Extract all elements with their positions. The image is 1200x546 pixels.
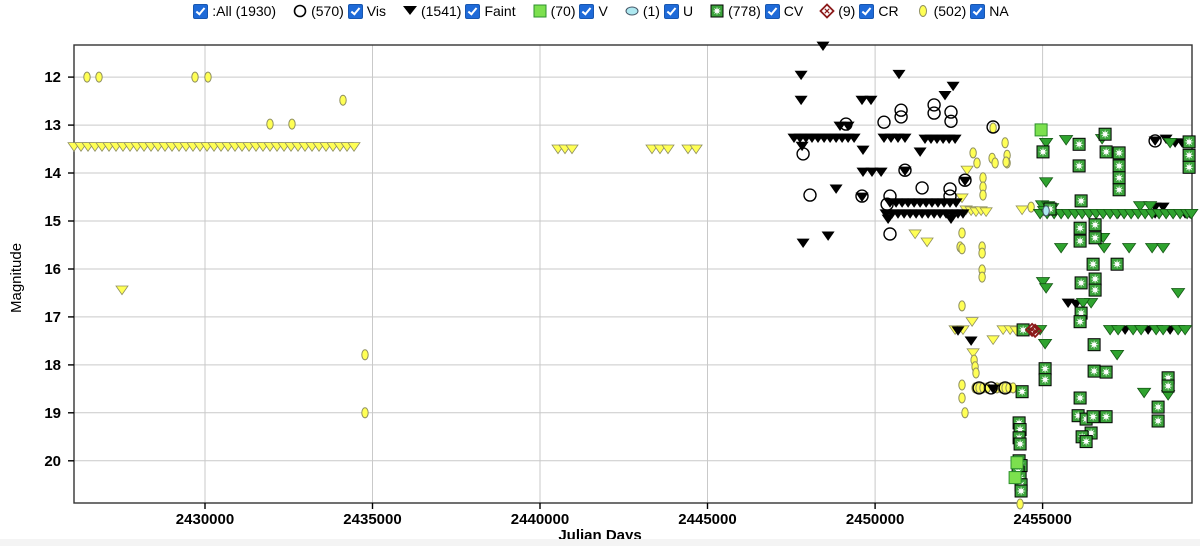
legend-count-v: (70): [550, 3, 576, 19]
svg-text:2440000: 2440000: [511, 511, 569, 528]
svg-text:12: 12: [44, 69, 61, 86]
svg-text:15: 15: [44, 213, 61, 230]
na-symbol-icon: [914, 3, 932, 19]
legend-count-u: (1): [642, 3, 660, 19]
legend-checkbox-v[interactable]: [579, 3, 595, 19]
series-CV: [1011, 127, 1196, 498]
legend-count-vis: (570): [311, 3, 344, 19]
legend-bar: :All (1930) (570) Vis (1541) Faint (70) V (1) U(…: [0, 3, 1200, 19]
legend-item-faint: (1541) Faint: [401, 3, 516, 19]
legend-count-cr: (9): [838, 3, 856, 19]
legend-item-na: (502) NA: [914, 3, 1009, 19]
legend-label-all: :All (1930): [212, 3, 277, 19]
cv-symbol-icon: [708, 3, 726, 19]
legend-label-cr: CR: [878, 3, 899, 19]
legend-label-u: U: [682, 3, 694, 19]
legend-checkbox-faint[interactable]: [465, 3, 481, 19]
legend-count-na: (502): [933, 3, 967, 19]
series-NA: [83, 71, 1035, 510]
svg-text:2445000: 2445000: [678, 511, 736, 528]
faint-symbol-icon: [401, 3, 419, 19]
legend-checkbox-cv[interactable]: [764, 3, 780, 19]
legend-count-faint: (1541): [420, 3, 462, 19]
legend-checkbox-cr[interactable]: [859, 3, 875, 19]
legend-label-faint: Faint: [484, 3, 516, 19]
svg-text:16: 16: [44, 261, 61, 278]
svg-text:17: 17: [44, 309, 61, 326]
svg-text:14: 14: [44, 165, 61, 182]
svg-text:2430000: 2430000: [176, 511, 234, 528]
svg-text:18: 18: [44, 357, 61, 374]
svg-text:13: 13: [44, 117, 61, 134]
svg-text:2455000: 2455000: [1013, 511, 1071, 528]
legend-checkbox-u[interactable]: [663, 3, 679, 19]
legend-checkbox-all[interactable]: [193, 3, 209, 19]
legend-item-all: :All (1930): [191, 3, 276, 19]
legend-checkbox-vis[interactable]: [347, 3, 363, 19]
legend-count-cv: (778): [728, 3, 761, 19]
legend-item-cv: (778) CV: [708, 3, 803, 19]
series-CR: [1024, 322, 1043, 339]
y-axis-title: Magnitude: [8, 242, 25, 313]
legend-checkbox-na[interactable]: [970, 3, 986, 19]
footer-strip: [0, 539, 1200, 546]
svg-text:20: 20: [44, 453, 61, 470]
series-NA_fainter_than: [67, 142, 1029, 359]
svg-text:2450000: 2450000: [846, 511, 904, 528]
cr-symbol-icon: [818, 3, 836, 19]
legend-label-na: NA: [989, 3, 1009, 19]
legend-item-cr: (9) CR: [818, 3, 899, 19]
v-symbol-icon: [531, 3, 549, 19]
legend-item-u: (1) U: [623, 3, 693, 19]
legend-label-vis: Vis: [366, 3, 386, 19]
svg-text:19: 19: [44, 405, 61, 422]
series-Vis: [796, 98, 1162, 395]
legend-label-cv: CV: [783, 3, 804, 19]
legend-item-v: (70) V: [531, 3, 608, 19]
legend-label-v: V: [598, 3, 608, 19]
svg-text:2435000: 2435000: [343, 511, 401, 528]
series-V: [1008, 123, 1048, 485]
series-U: [1042, 205, 1050, 217]
vis-symbol-icon: [291, 3, 309, 19]
u-symbol-icon: [623, 3, 641, 19]
legend-item-vis: (570) Vis: [291, 3, 386, 19]
